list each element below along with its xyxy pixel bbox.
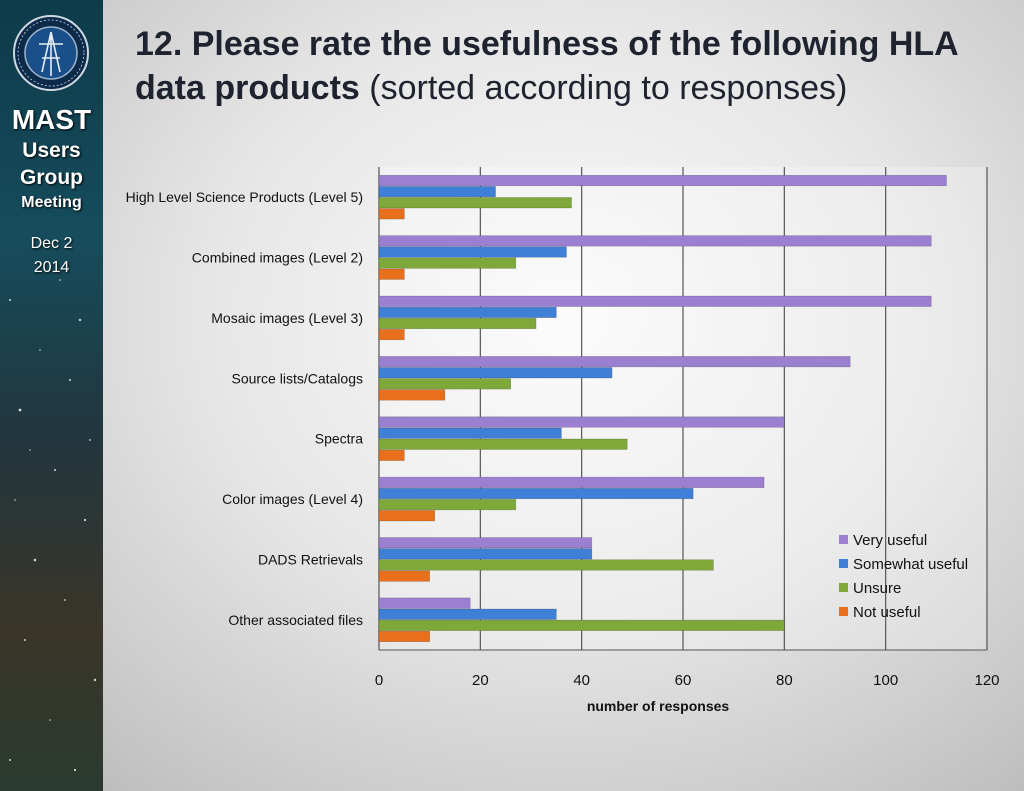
bar-unsure-1: [378, 257, 517, 269]
bar-not-useful-4: [378, 449, 405, 461]
bar-very-useful-1: [378, 235, 932, 247]
bar-not-useful-2: [378, 329, 405, 341]
bar-very-useful-2: [378, 295, 932, 307]
category-label-7: Other associated files: [228, 612, 363, 628]
category-label-1: Combined images (Level 2): [192, 250, 363, 266]
brand-mast: MAST: [11, 104, 92, 135]
bar-somewhat-useful-2: [378, 306, 557, 318]
x-tick-label-1: 20: [472, 672, 489, 689]
bar-not-useful-6: [378, 570, 430, 582]
bar-somewhat-useful-3: [378, 367, 613, 379]
meeting-date-year: 2014: [33, 259, 70, 276]
legend-label-1: Somewhat useful: [853, 556, 968, 573]
x-tick-label-2: 40: [573, 672, 590, 689]
slide-title-bold: 12. Please rate the usefulness of the fo…: [135, 25, 958, 107]
legend-swatch-3: [839, 607, 848, 616]
bar-not-useful-1: [378, 268, 405, 280]
bar-unsure-3: [378, 378, 512, 390]
bar-very-useful-4: [378, 416, 785, 428]
brand-users: Users: [22, 139, 81, 162]
bar-very-useful-0: [378, 174, 947, 187]
legend-label-3: Not useful: [853, 604, 921, 621]
bar-somewhat-useful-1: [378, 246, 567, 258]
bar-unsure-0: [378, 197, 572, 209]
bar-not-useful-0: [378, 208, 405, 220]
starfield-decoration: [9, 279, 97, 772]
legend-swatch-2: [839, 583, 848, 592]
bar-somewhat-useful-5: [378, 487, 694, 500]
category-label-6: DADS Retrievals: [258, 551, 363, 567]
bar-somewhat-useful-0: [378, 186, 496, 198]
legend-swatch-0: [839, 535, 848, 544]
category-label-3: Source lists/Catalogs: [231, 370, 363, 386]
bar-not-useful-3: [378, 389, 446, 401]
bar-very-useful-7: [378, 597, 471, 609]
brand-meeting: Meeting: [21, 194, 82, 211]
bar-not-useful-5: [378, 510, 436, 522]
bar-unsure-5: [378, 499, 517, 511]
bar-not-useful-7: [378, 630, 430, 643]
legend-swatch-1: [839, 559, 848, 568]
legend-label-2: Unsure: [853, 580, 901, 597]
bar-unsure-2: [378, 317, 537, 330]
x-tick-label-0: 0: [375, 672, 383, 689]
bar-unsure-6: [378, 559, 714, 571]
brand-group: Group: [20, 166, 83, 189]
bar-very-useful-3: [378, 356, 851, 368]
bar-very-useful-6: [378, 537, 593, 549]
category-label-5: Color images (Level 4): [222, 491, 363, 507]
mast-logo-icon: [13, 15, 89, 91]
meeting-date-day: Dec 2: [30, 235, 73, 252]
slide-title: 12. Please rate the usefulness of the fo…: [135, 22, 1015, 110]
x-tick-label-5: 100: [873, 672, 898, 689]
x-tick-label-4: 80: [776, 672, 793, 689]
bar-unsure-7: [378, 619, 785, 631]
bar-somewhat-useful-4: [378, 427, 562, 439]
bar-somewhat-useful-7: [378, 608, 557, 620]
x-tick-label-6: 120: [974, 672, 999, 689]
legend-label-0: Very useful: [853, 532, 927, 549]
bar-unsure-4: [378, 438, 628, 450]
slide-title-normal: (sorted according to responses): [359, 69, 848, 107]
x-axis-title: number of responses: [587, 698, 730, 714]
category-label-2: Mosaic images (Level 3): [211, 310, 363, 326]
category-label-4: Spectra: [315, 431, 363, 447]
sidebar: MAST Users Group Meeting Dec 2 2014: [0, 0, 103, 791]
x-tick-label-3: 60: [675, 672, 692, 689]
bar-somewhat-useful-6: [378, 548, 593, 560]
bar-very-useful-5: [378, 476, 765, 488]
category-label-0: High Level Science Products (Level 5): [126, 189, 363, 205]
